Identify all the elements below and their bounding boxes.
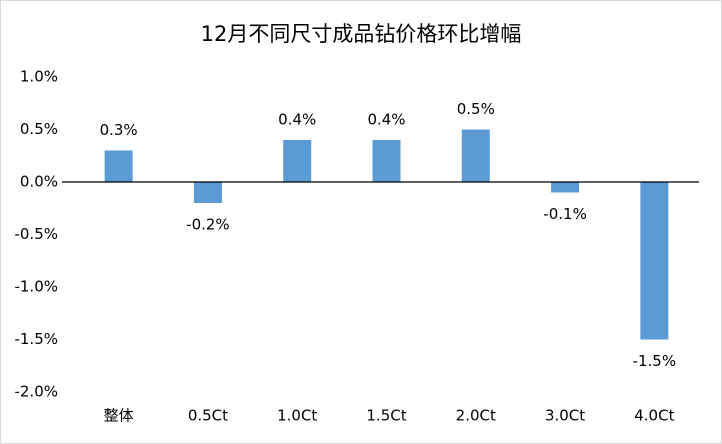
x-tick-label: 0.5Ct xyxy=(188,407,228,425)
data-label: 0.4% xyxy=(367,111,405,129)
bar xyxy=(372,140,401,182)
bar xyxy=(640,182,669,340)
bar xyxy=(193,182,222,203)
y-tick-label: -0.5% xyxy=(14,225,58,243)
data-label: -0.1% xyxy=(543,205,587,223)
y-tick-label: -2.0% xyxy=(14,383,58,401)
bar xyxy=(461,129,490,182)
data-label: 0.3% xyxy=(100,121,138,139)
x-tick-label: 1.0Ct xyxy=(277,407,317,425)
data-label: -1.5% xyxy=(633,352,677,370)
bar xyxy=(551,182,580,193)
chart-title: 12月不同尺寸成品钻价格环比增幅 xyxy=(201,22,522,46)
x-tick-label: 1.5Ct xyxy=(366,407,406,425)
y-tick-label: 0.0% xyxy=(20,173,58,191)
data-label: 0.4% xyxy=(278,111,316,129)
bar xyxy=(104,150,133,182)
x-tick-label: 整体 xyxy=(104,407,134,425)
y-tick-label: 1.0% xyxy=(20,68,58,86)
x-tick-label: 2.0Ct xyxy=(456,407,496,425)
x-tick-label: 3.0Ct xyxy=(545,407,585,425)
x-tick-label: 4.0Ct xyxy=(634,407,674,425)
data-label: 0.5% xyxy=(457,100,495,118)
bar xyxy=(283,140,312,182)
y-tick-label: -1.0% xyxy=(14,278,58,296)
y-tick-label: -1.5% xyxy=(14,330,58,348)
data-label: -0.2% xyxy=(186,216,230,234)
y-tick-label: 0.5% xyxy=(20,120,58,138)
